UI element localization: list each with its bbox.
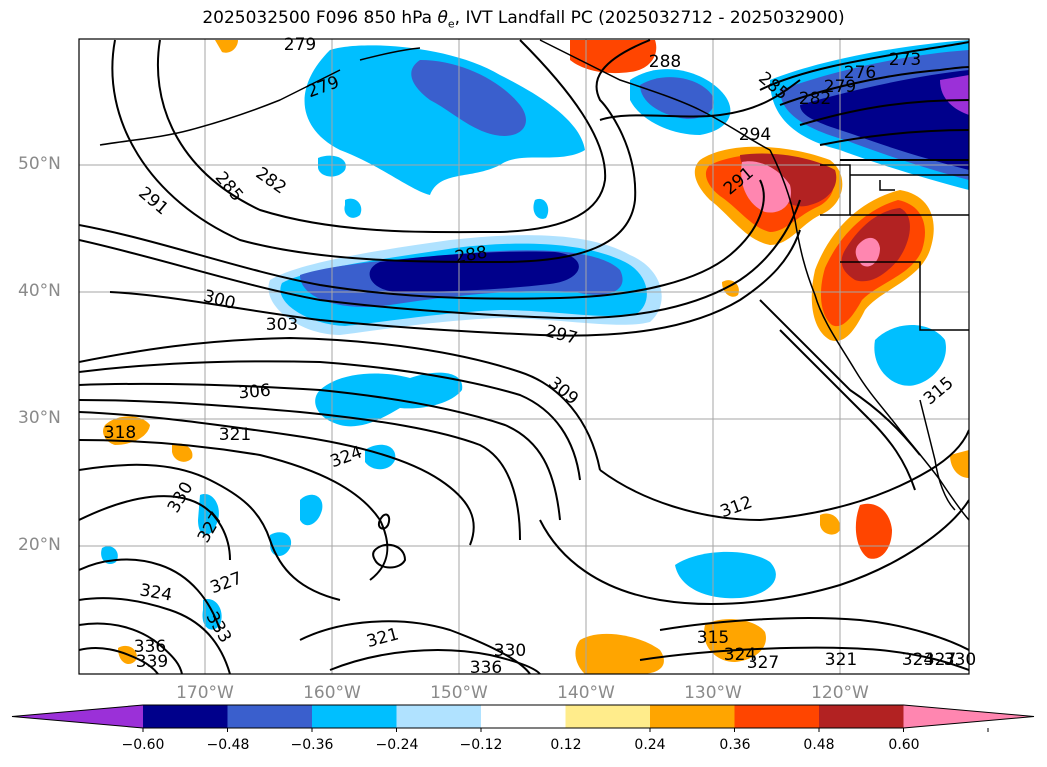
contour-label: 324 (724, 645, 756, 665)
pos-region-south (575, 633, 664, 674)
contour-label: 276 (844, 63, 876, 83)
neg-region-small-4 (270, 532, 292, 556)
colorbar-segment (650, 705, 735, 728)
pos-region-small-4 (215, 40, 238, 53)
neg-region-gulf-alaska-max (940, 75, 969, 115)
contour-label: 279 (824, 77, 856, 97)
contour-label: 273 (889, 50, 921, 70)
colorbar-tick-label: −0.48 (206, 737, 250, 753)
lon-label-120w: 120°W (811, 683, 869, 703)
contour-label: 303 (266, 315, 298, 335)
neg-region-gulf-alaska-core (800, 70, 969, 170)
neg-region-east-pacific (675, 551, 776, 599)
lat-label-30n: 30°N (18, 408, 61, 428)
contour-label: 294 (739, 125, 771, 145)
colorbar-extend-max (903, 705, 1034, 728)
contour-label: 291 (134, 183, 172, 219)
pos-region-small-5 (950, 450, 969, 478)
lat-label-50n: 50°N (18, 154, 61, 174)
contour-label: 327 (747, 653, 779, 673)
contour-label: 330 (944, 650, 976, 670)
colorbar-tick-label: 0.48 (803, 737, 835, 753)
lat-label-20n: 20°N (18, 535, 61, 555)
colorbar-tick-label: −0.60 (121, 737, 165, 753)
contour-label: 297 (543, 321, 580, 349)
colorbar-tick-label: −0.24 (375, 737, 419, 753)
theta-e-contours (79, 39, 969, 674)
colorbar-extend-min (12, 705, 143, 728)
contour-label: 315 (697, 628, 729, 648)
colorbar-segment (312, 705, 397, 728)
contour-label: 300 (201, 286, 238, 314)
contour-label: 321 (364, 624, 401, 652)
lon-label-160w: 160°W (303, 683, 361, 703)
colorbar-segment (481, 705, 566, 728)
colorbar-segment (734, 705, 820, 728)
colorbar-tick-label: −0.36 (290, 737, 334, 753)
contour-label: 282 (252, 163, 290, 198)
contour-label: 309 (544, 373, 582, 409)
title-prefix: 2025032500 F096 850 hPa (202, 8, 438, 28)
lon-label-170w: 170°W (176, 683, 234, 703)
title-subscript: e (447, 17, 455, 31)
pos-region-west (103, 416, 150, 445)
neg-region-north-pacific-core (411, 60, 526, 136)
pos-region-canada (570, 40, 657, 74)
contour-label: 321 (219, 425, 251, 445)
contour-label: 330 (494, 641, 526, 661)
contour-label: 336 (134, 637, 166, 657)
colorbar-segment (819, 705, 904, 728)
contour-label: 324 (902, 650, 934, 670)
contour-label: 324 (328, 442, 365, 472)
neg-region-small-8 (533, 198, 549, 219)
contour-label: 312 (718, 492, 755, 522)
pos-region-hawaii-east (855, 503, 892, 559)
colorbar (11, 704, 1035, 732)
pos-region-california-max (855, 237, 880, 267)
contour-label: 318 (104, 423, 136, 443)
neg-region-small-1 (300, 494, 323, 526)
colorbar-tick-label: 0.36 (719, 737, 751, 753)
pos-region-small-1 (172, 443, 193, 462)
contour-label: 339 (136, 652, 168, 672)
lon-label-150w: 150°W (430, 683, 488, 703)
plot-frame (78, 38, 970, 675)
neg-region-small-7 (344, 198, 362, 218)
map-title: 2025032500 F096 850 hPa θe, IVT Landfall… (0, 8, 1047, 30)
contour-label: 288 (649, 52, 681, 72)
contour-label: 336 (470, 658, 502, 678)
contour-label: 321 (825, 650, 857, 670)
contour-label: 330 (164, 478, 198, 516)
title-suffix: , IVT Landfall PC (2025032712 - 20250329… (454, 8, 845, 28)
title-theta: θ (437, 8, 448, 28)
colorbar-tick-label: 0.60 (888, 737, 920, 753)
lon-label-140w: 140°W (557, 683, 615, 703)
contour-label: 327 (208, 568, 245, 598)
neg-region-baja (874, 325, 946, 386)
lon-label-130w: 130°W (684, 683, 742, 703)
colorbar-segment (396, 705, 482, 728)
colorbar-segment (565, 705, 651, 728)
coastlines (99, 39, 969, 521)
lat-label-40n: 40°N (18, 281, 61, 301)
colorbar-segment (143, 705, 228, 728)
contour-label: 306 (238, 381, 272, 404)
colorbar-tick-label: 0.24 (634, 737, 666, 753)
colorbar-tick-label: −0.12 (459, 737, 503, 753)
contour-label: 327 (924, 650, 956, 670)
colorbar-tick-label: 0.12 (550, 737, 582, 753)
pos-region-small-2 (820, 513, 841, 535)
contour-label: 282 (799, 89, 831, 109)
contour-label: 279 (284, 35, 316, 55)
neg-region-small-2 (198, 494, 219, 535)
colorbar-segment (227, 705, 313, 728)
neg-region-north-pacific (304, 45, 585, 196)
pos-region-pnw-max (741, 161, 791, 213)
